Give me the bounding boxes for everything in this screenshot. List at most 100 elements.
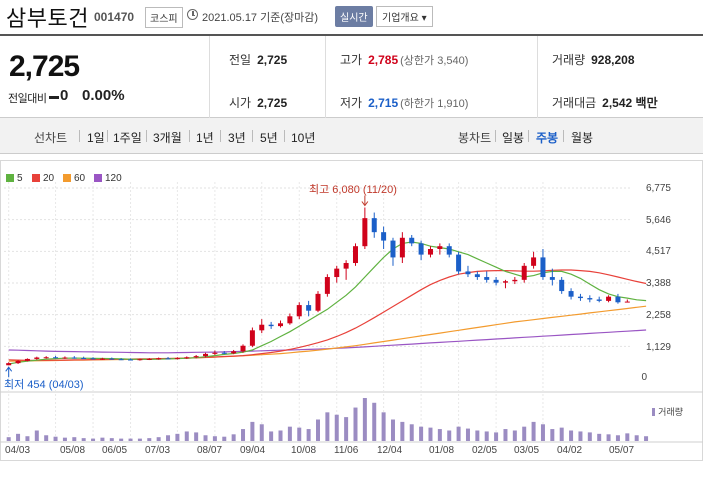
- volume-bar: [269, 431, 274, 441]
- candle-body: [456, 254, 462, 272]
- x-tick: 10/08: [291, 445, 317, 456]
- x-tick: 08/07: [197, 445, 223, 456]
- volume-bar: [465, 428, 470, 441]
- volume-bar: [203, 435, 208, 441]
- volume-bar: [128, 438, 133, 441]
- tab-1w[interactable]: 1주일: [113, 131, 142, 145]
- volume-bar: [522, 426, 527, 441]
- clock-icon: [187, 9, 198, 20]
- current-price: 2,725: [9, 50, 80, 83]
- tab-daily[interactable]: 일봉: [502, 131, 525, 145]
- tab-1d[interactable]: 1일: [87, 131, 105, 145]
- chart-frame: [0, 160, 703, 461]
- volume-bar: [250, 421, 255, 441]
- legend-ma5: 5: [6, 173, 23, 184]
- x-tick: 05/07: [609, 445, 635, 456]
- volume-bar: [231, 434, 236, 441]
- tab-separator: [220, 130, 221, 142]
- line-chart-label: 선차트: [34, 131, 68, 145]
- x-tick: 04/03: [5, 445, 31, 456]
- candle-body: [493, 279, 499, 283]
- volume-bar: [344, 417, 349, 441]
- tab-3y[interactable]: 3년: [228, 131, 246, 145]
- candle-body: [15, 360, 21, 364]
- x-tick: 03/05: [514, 445, 540, 456]
- stock-code: 001470: [94, 10, 135, 24]
- candle-body: [53, 357, 59, 359]
- candle-body: [409, 237, 415, 244]
- legend-ma20: 20: [32, 173, 54, 184]
- stat-amount: 거래대금 2,542 백만: [552, 94, 658, 111]
- candle-body: [174, 358, 180, 360]
- volume-bar: [44, 435, 49, 441]
- candle-body: [587, 298, 593, 300]
- volume-bar: [325, 412, 330, 441]
- volume-bar: [390, 419, 395, 441]
- volume-bar: [166, 435, 171, 441]
- tab-10y[interactable]: 10년: [291, 131, 316, 145]
- open-value: 2,725: [257, 96, 288, 110]
- stat-prev: 전일 2,725: [229, 51, 287, 68]
- tab-separator: [107, 130, 108, 142]
- tab-separator: [563, 130, 564, 142]
- volume-bar: [241, 429, 246, 441]
- realtime-button[interactable]: 실시간: [335, 6, 373, 27]
- candle-body: [231, 351, 237, 354]
- company-overview-button[interactable]: 기업개요 ▾: [376, 6, 433, 27]
- current-price-box: 2,725 전일대비 0 0.00%: [0, 36, 210, 118]
- y-tick: 2,258: [645, 310, 671, 321]
- volume-bar: [147, 438, 152, 441]
- candle-body: [352, 246, 358, 264]
- tab-monthly[interactable]: 월봉: [571, 131, 594, 145]
- volume-bar: [597, 433, 602, 441]
- volume-label: 거래량: [552, 53, 586, 67]
- volume-bar: [316, 419, 320, 441]
- candle-body: [324, 277, 330, 294]
- volume-bar: [409, 424, 414, 441]
- change-label: 전일대비: [8, 93, 47, 105]
- tab-3m[interactable]: 3개월: [153, 131, 182, 145]
- legend-swatch: [63, 174, 71, 182]
- candle-body: [474, 274, 480, 278]
- volume-bar: [259, 424, 264, 441]
- tab-separator: [252, 130, 253, 142]
- candle-body: [287, 316, 293, 324]
- candle-body: [62, 357, 68, 359]
- tab-separator: [284, 130, 285, 142]
- y-tick: 1,129: [645, 342, 671, 353]
- volume-bar: [606, 434, 611, 441]
- volume-bar: [119, 438, 124, 441]
- volume-bar: [62, 437, 67, 441]
- candle-body: [240, 345, 246, 352]
- stock-chart: 5 20 60 120 최고 6,080 (11/20) 최저 454 (04/…: [0, 160, 703, 487]
- volume-bar: [34, 430, 39, 441]
- candle-body: [24, 358, 30, 361]
- candle-body: [296, 305, 302, 317]
- volume-bar: [184, 431, 189, 441]
- divider: [325, 36, 326, 118]
- volume-bar: [615, 435, 620, 441]
- ma5-line: [8, 241, 647, 365]
- candle-body: [221, 352, 227, 354]
- volume-bar: [634, 435, 639, 441]
- candle-body: [306, 305, 312, 311]
- volume-bar: [400, 421, 405, 441]
- legend-ma60-label: 60: [74, 173, 86, 184]
- chart-canvas[interactable]: [0, 160, 703, 487]
- candle-body: [71, 357, 77, 359]
- candle-body: [427, 248, 433, 255]
- tab-5y[interactable]: 5년: [260, 131, 278, 145]
- tab-weekly[interactable]: 주봉: [536, 131, 559, 145]
- candle-body: [371, 218, 377, 233]
- date-text: 2021.05.17 기준(장마감): [202, 12, 319, 24]
- upper-limit: (상한가 3,540): [400, 55, 469, 67]
- volume-bar: [512, 430, 517, 441]
- legend-swatch: [6, 174, 14, 182]
- legend-ma20-label: 20: [43, 173, 55, 184]
- volume-bar: [100, 437, 105, 441]
- volume-bar: [91, 438, 96, 441]
- tab-1y[interactable]: 1년: [196, 131, 214, 145]
- market-badge: 코스피: [145, 7, 183, 28]
- candle-body: [465, 271, 471, 275]
- x-tick: 06/05: [102, 445, 128, 456]
